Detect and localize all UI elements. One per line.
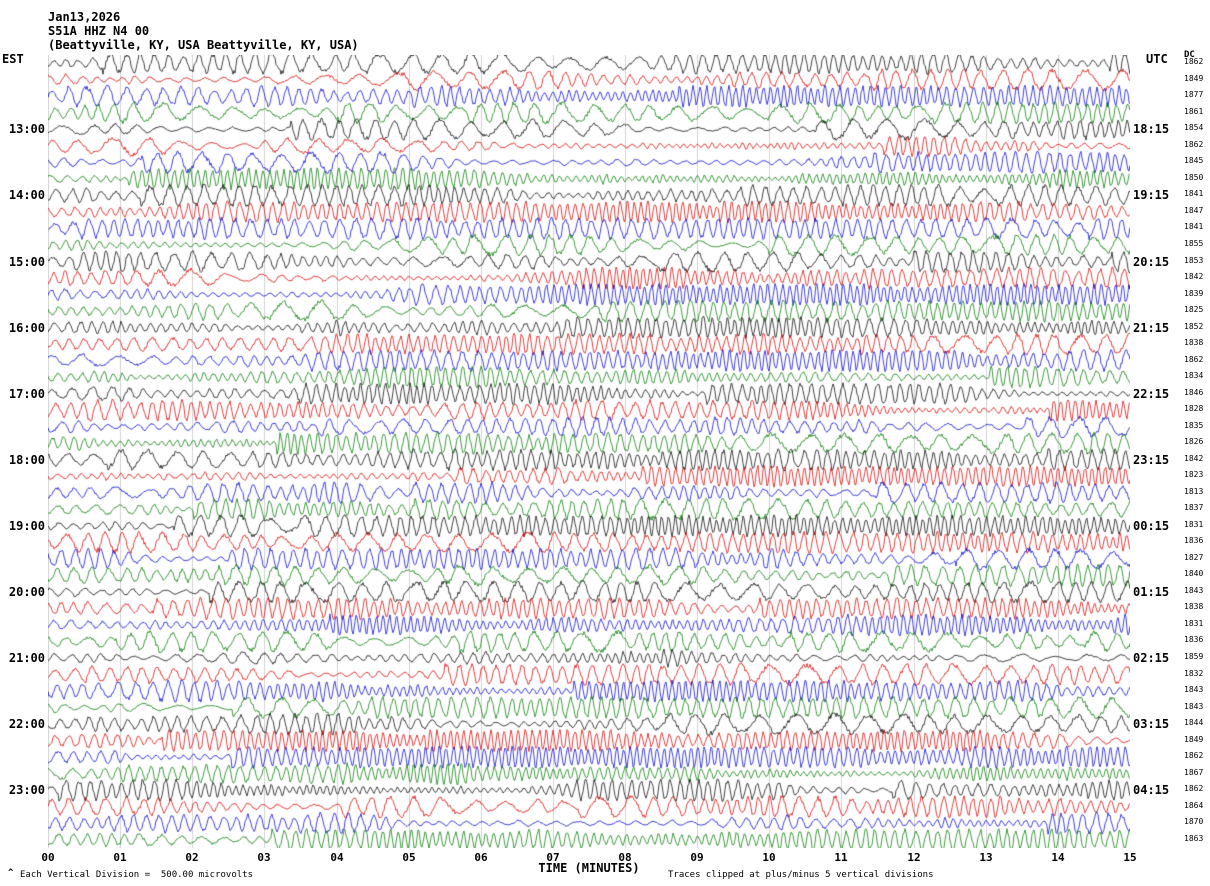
dc-offset-value: 1836 [1184,536,1204,545]
x-tick-label: 07 [546,851,560,864]
x-tick-label: 03 [257,851,271,864]
dc-offset-value: 1863 [1184,834,1204,843]
left-hour-label: 17:00 [8,387,45,401]
dc-offset-value: 1843 [1184,586,1204,595]
left-hour-label: 16:00 [8,321,45,335]
dc-offset-value: 1843 [1184,685,1204,694]
right-hour-label: 20:15 [1133,255,1170,269]
x-tick-label: 00 [41,851,55,864]
dc-offset-value: 1839 [1184,289,1204,298]
dc-offset-value: 1849 [1184,735,1204,744]
right-hour-label: 01:15 [1133,585,1170,599]
dc-offset-value: 1845 [1184,156,1204,165]
dc-offset-value: 1841 [1184,222,1204,231]
dc-column-header: DC [1184,50,1195,60]
dc-offset-value: 1862 [1184,57,1204,66]
dc-offset-value: 1877 [1184,90,1204,99]
right-hour-label: 19:15 [1133,188,1170,202]
left-hour-label: 21:00 [8,651,45,665]
right-hour-label: 00:15 [1133,519,1170,533]
dc-offset-value: 1849 [1184,74,1204,83]
right-hour-label: 21:15 [1133,321,1170,335]
dc-offset-value: 1852 [1184,322,1204,331]
dc-offset-value: 1862 [1184,784,1204,793]
dc-offset-value: 1859 [1184,652,1204,661]
right-hour-label: 22:15 [1133,387,1170,401]
x-tick-label: 11 [834,851,848,864]
x-tick-label: 01 [113,851,127,864]
dc-offset-value: 1836 [1184,635,1204,644]
left-hour-label: 20:00 [8,585,45,599]
header-location: (Beattyville, KY, USA Beattyville, KY, U… [48,38,359,52]
dc-offset-value: 1842 [1184,454,1204,463]
left-hour-label: 19:00 [8,519,45,533]
dc-offset-value: 1823 [1184,470,1204,479]
dc-offset-value: 1861 [1184,107,1204,116]
dc-offset-value: 1842 [1184,272,1204,281]
dc-offset-value: 1832 [1184,669,1204,678]
right-hour-label: 23:15 [1133,453,1170,467]
dc-offset-value: 1837 [1184,503,1204,512]
dc-offset-value: 1870 [1184,817,1204,826]
dc-offset-value: 1862 [1184,751,1204,760]
dc-offset-value: 1867 [1184,768,1204,777]
dc-offset-value: 1840 [1184,569,1204,578]
dc-offset-value: 1844 [1184,718,1204,727]
dc-offset-value: 1846 [1184,388,1204,397]
x-tick-label: 13 [979,851,993,864]
x-tick-label: 14 [1051,851,1065,864]
dc-offset-value: 1847 [1184,206,1204,215]
left-hour-label: 15:00 [8,255,45,269]
x-tick-label: 02 [185,851,199,864]
header-station: S51A HHZ N4 00 [48,24,150,38]
dc-offset-value: 1813 [1184,487,1204,496]
dc-offset-value: 1828 [1184,404,1204,413]
right-hour-label: 04:15 [1133,783,1170,797]
left-hour-label: 14:00 [8,188,45,202]
dc-offset-value: 1841 [1184,189,1204,198]
left-hour-label: 13:00 [8,122,45,136]
x-axis-title: TIME (MINUTES) [538,861,640,875]
left-hour-label: 18:00 [8,453,45,467]
seismogram-traces-canvas [48,55,1130,848]
x-tick-label: 09 [690,851,704,864]
x-tick-label: 08 [618,851,632,864]
dc-offset-value: 1838 [1184,338,1204,347]
x-tick-label: 06 [474,851,488,864]
dc-offset-value: 1834 [1184,371,1204,380]
right-hour-label: 02:15 [1133,651,1170,665]
left-hour-label: 23:00 [8,783,45,797]
right-hour-label: 03:15 [1133,717,1170,731]
clip-note: Traces clipped at plus/minus 5 vertical … [668,870,934,880]
left-timezone-label: EST [2,52,24,66]
dc-offset-value: 1843 [1184,702,1204,711]
dc-offset-value: 1835 [1184,421,1204,430]
dc-offset-value: 1826 [1184,437,1204,446]
scale-marker: ^ [8,868,14,878]
x-tick-label: 15 [1123,851,1137,864]
dc-offset-value: 1831 [1184,619,1204,628]
dc-offset-value: 1825 [1184,305,1204,314]
dc-offset-value: 1864 [1184,801,1204,810]
scale-note: Each Vertical Division = 500.00 microvol… [20,870,253,880]
dc-offset-value: 1838 [1184,602,1204,611]
dc-offset-value: 1831 [1184,520,1204,529]
dc-offset-value: 1827 [1184,553,1204,562]
dc-offset-value: 1854 [1184,123,1204,132]
right-hour-label: 18:15 [1133,122,1170,136]
dc-offset-value: 1862 [1184,355,1204,364]
header-date: Jan13,2026 [48,10,121,24]
x-tick-label: 04 [330,851,344,864]
dc-offset-value: 1853 [1184,256,1204,265]
dc-offset-value: 1862 [1184,140,1204,149]
x-tick-label: 10 [762,851,776,864]
left-hour-label: 22:00 [8,717,45,731]
x-tick-label: 05 [402,851,416,864]
x-tick-label: 12 [907,851,921,864]
dc-offset-value: 1855 [1184,239,1204,248]
right-timezone-label: UTC [1146,52,1168,66]
dc-offset-value: 1850 [1184,173,1204,182]
